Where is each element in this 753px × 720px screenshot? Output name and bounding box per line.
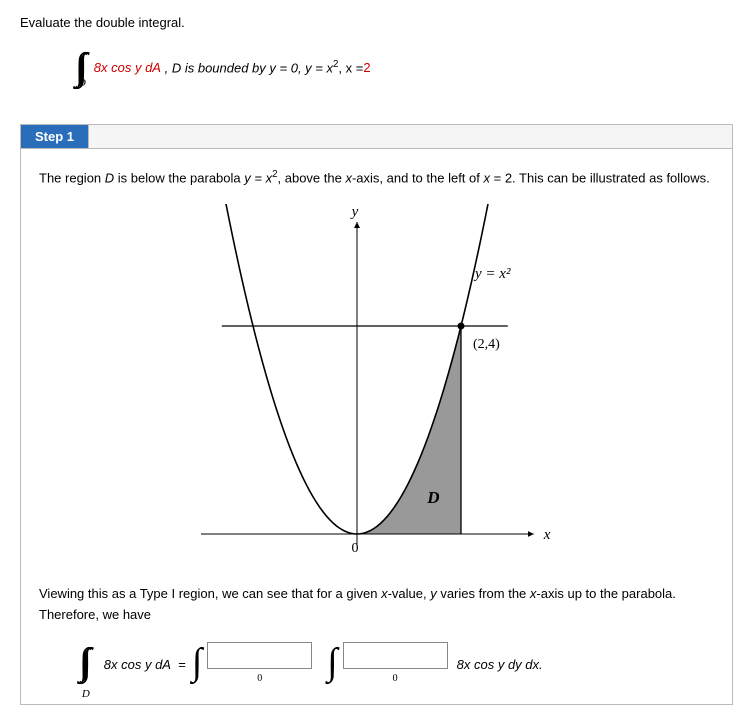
- integral-2-bounds: 0: [340, 642, 451, 684]
- single-integral-2: ∫: [327, 640, 335, 684]
- cap-pre: Viewing this as a Type I region, we can …: [39, 586, 381, 601]
- svg-text:D: D: [426, 488, 439, 507]
- figure-container: y x 0 y = x² (2,4) D: [39, 204, 714, 564]
- svg-text:x: x: [542, 527, 550, 543]
- body-4: = 2. This can be illustrated as follows.: [490, 170, 710, 185]
- cap-mid: -value,: [388, 586, 431, 601]
- bounds-lead: , D is bounded by y = 0, y = x: [165, 60, 333, 75]
- svg-text:y = x²: y = x²: [473, 266, 511, 282]
- svg-text:(2,4): (2,4): [473, 337, 500, 352]
- lower-bound-1: 0: [257, 673, 262, 684]
- rhs-integrand-text: 8x cos y dy dx.: [457, 657, 543, 672]
- double-integral-symbol-2: ∫∫: [79, 640, 84, 684]
- integral-region-D: D: [78, 77, 86, 89]
- step-container: Step 1 The region D is below the parabol…: [20, 124, 733, 705]
- body-1: is below the parabola: [114, 170, 244, 185]
- bounds-text-1: , D is bounded by y = 0, y = x2, x =: [161, 59, 363, 75]
- lhs-integrand: 8x cos y dA =: [104, 657, 186, 672]
- body-2: , above the: [278, 170, 346, 185]
- integrand-text: 8x cos y dA: [94, 60, 161, 75]
- cap-mid2: varies from the: [437, 586, 530, 601]
- upper-bound-input-2[interactable]: [343, 642, 448, 669]
- rhs-integrand: 8x cos y dy dx.: [457, 657, 543, 672]
- region-D: D: [105, 170, 114, 185]
- svg-text:0: 0: [351, 541, 358, 556]
- bounds-tail: , x =: [338, 60, 363, 75]
- step-tab-active[interactable]: Step 1: [21, 125, 89, 148]
- step-tab-rest: [89, 125, 732, 148]
- x-limit-value: 2: [363, 60, 370, 75]
- final-equation: ∫∫ D 8x cos y dA = ∫ 0 ∫ 0 8x cos y dy d…: [79, 640, 714, 684]
- step-body: The region D is below the parabola y = x…: [21, 149, 732, 704]
- region-plot: y x 0 y = x² (2,4) D: [197, 204, 557, 564]
- svg-text:y: y: [349, 204, 358, 220]
- equals: =: [178, 657, 186, 672]
- eq1: y = x: [244, 170, 272, 185]
- body-3: -axis, and to the left of: [352, 170, 484, 185]
- problem-instruction: Evaluate the double integral.: [20, 15, 733, 30]
- lhs-integrand-text: 8x cos y dA: [104, 657, 171, 672]
- single-integral-1: ∫: [192, 640, 200, 684]
- lower-bound-2: 0: [393, 673, 398, 684]
- integral-1-bounds: 0: [204, 642, 315, 684]
- upper-bound-input-1[interactable]: [207, 642, 312, 669]
- body-pre: The region: [39, 170, 105, 185]
- step-body-text-1: The region D is below the parabola y = x…: [39, 167, 714, 189]
- integrand-expr: 8x cos y dA: [94, 60, 161, 75]
- step-caption: Viewing this as a Type I region, we can …: [39, 584, 714, 626]
- step-header: Step 1: [21, 125, 732, 149]
